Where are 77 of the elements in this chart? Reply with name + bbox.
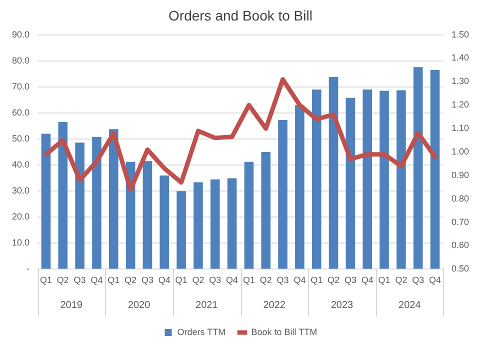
x-tick-label: Q4 (90, 275, 103, 286)
bar (261, 152, 271, 269)
text: 2020 (128, 300, 151, 311)
y-tick-label: - (26, 264, 30, 274)
bar (413, 67, 423, 269)
bar (92, 136, 102, 269)
bar (227, 178, 237, 269)
legend-label: Book to Bill TTM (251, 326, 318, 337)
y-tick-label: 80.0 (12, 55, 30, 66)
bar (295, 105, 304, 269)
y-tick-label: 90.0 (12, 29, 30, 40)
x-tick-label: Q2 (124, 275, 137, 286)
x-tick-label: Q3 (141, 275, 154, 286)
y2-tick-label: 0.50 (451, 264, 470, 274)
x-tick-label: Q3 (209, 275, 222, 286)
x-tick-label: Q4 (294, 275, 306, 286)
x-tick-label: Q2 (192, 275, 204, 286)
x-tick-label: Q4 (361, 275, 374, 286)
x-tick-label: Q2 (328, 275, 340, 286)
bar (58, 122, 68, 269)
y2-tick-label: 1.20 (451, 100, 470, 110)
y-tick-label: 40.0 (12, 160, 30, 170)
bar (430, 70, 440, 269)
bar (380, 90, 389, 269)
y-tick-label: 20.0 (12, 212, 30, 222)
chart-title: Orders and Book to Bill (168, 7, 312, 24)
y2-tick-label: 1.30 (451, 76, 470, 86)
x-tick-label: Q1 (378, 275, 390, 286)
x-tick-label: Q2 (260, 275, 272, 286)
text: 2019 (60, 300, 83, 311)
x-tick-label: Q1 (40, 275, 52, 286)
x-tick-label: Q1 (310, 275, 323, 286)
y2-tick-label: 1.10 (451, 123, 470, 134)
x-tick-label: Q3 (412, 275, 424, 286)
bar (362, 89, 372, 269)
text: 2024 (398, 300, 422, 311)
x-tick-label: Q4 (429, 275, 442, 286)
y2-tick-label: 0.60 (451, 240, 470, 250)
bar (108, 129, 118, 269)
text: 2021 (196, 300, 218, 311)
bar (41, 134, 51, 269)
x-tick-label: Q3 (344, 275, 356, 286)
x-tick-label: Q2 (395, 275, 408, 286)
bar (142, 161, 152, 269)
x-tick-label: Q1 (108, 275, 120, 286)
bar (346, 98, 356, 269)
y-tick-label: 30.0 (12, 186, 30, 196)
bar (210, 179, 220, 269)
y-tick-label: 60.0 (12, 107, 30, 118)
y2-tick-label: 0.70 (451, 216, 470, 227)
x-tick-label: Q4 (158, 275, 170, 286)
y2-tick-label: 0.90 (451, 170, 470, 180)
y-tick-label: 50.0 (12, 133, 30, 144)
bar (194, 182, 203, 269)
bar (312, 89, 322, 269)
y2-tick-label: 0.80 (451, 193, 470, 204)
bar (328, 76, 338, 269)
x-tick-label: Q1 (175, 275, 188, 286)
y2-tick-label: 1.40 (451, 52, 470, 63)
x-tick-label: Q4 (226, 275, 238, 286)
legend-label: Orders TTM (177, 326, 226, 337)
bar (75, 142, 84, 269)
y2-tick-label: 1.50 (451, 29, 470, 40)
bar (176, 191, 186, 269)
bar (396, 90, 406, 269)
y-tick-label: 10.0 (12, 238, 30, 248)
bar (278, 120, 288, 269)
y2-tick-label: 1.00 (451, 146, 470, 156)
bar (160, 175, 170, 269)
x-tick-label: Q1 (242, 275, 255, 286)
x-tick-label: Q3 (276, 275, 289, 286)
text: 2022 (263, 300, 286, 311)
bar (244, 162, 254, 269)
x-tick-label: Q2 (56, 275, 69, 286)
x-tick-label: Q3 (74, 275, 86, 286)
y-tick-label: 70.0 (12, 81, 30, 92)
text: 2023 (330, 300, 354, 311)
